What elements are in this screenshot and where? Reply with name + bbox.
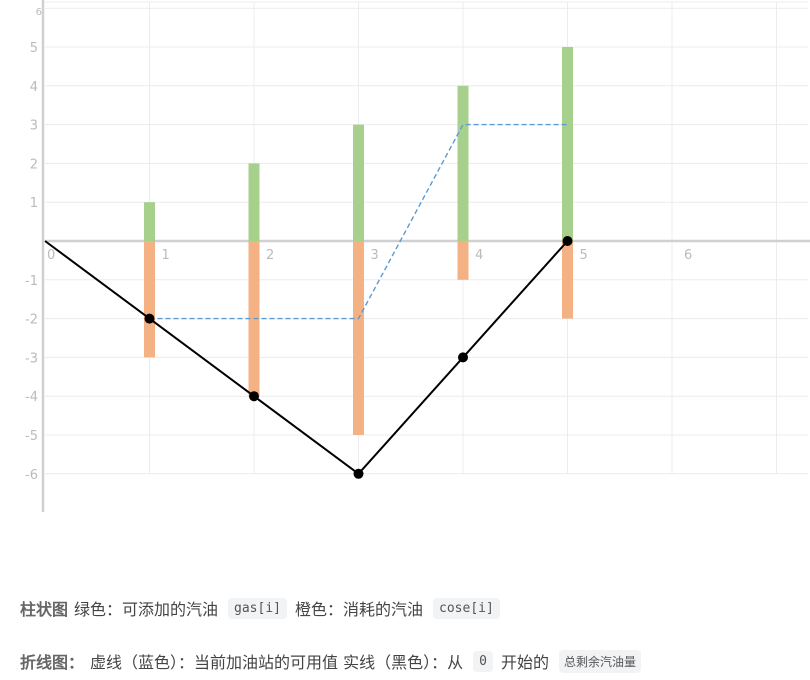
x-tick-label: 0 — [47, 248, 55, 263]
gas-bar — [144, 202, 155, 241]
cost-bar — [457, 241, 469, 280]
total-remaining-point — [353, 468, 364, 479]
dashed-description: 虚线（蓝色）：当前加油站的可用值 实线（黑色）：从 — [90, 653, 464, 672]
cost-bar — [144, 241, 155, 358]
total-remaining-line — [44, 240, 569, 476]
available-gas-line — [149, 123, 568, 320]
tick-labels: -6 -5 -4 -3 -2 -1 1 2 3 4 5 6 0 1 2 3 4 5 6 — [25, 7, 692, 483]
grid — [45, 1, 808, 475]
gas-code: gas[i] — [228, 597, 287, 619]
x-tick-label: 3 — [371, 248, 379, 263]
x-tick-label: 4 — [475, 248, 483, 263]
cost-bar — [353, 241, 364, 435]
start-description: 开始的 — [500, 653, 549, 672]
y-tick-label: 5 — [30, 41, 38, 56]
y-tick-label: 2 — [30, 157, 38, 172]
orange-description: 橙色：消耗的汽油 — [295, 600, 424, 619]
y-tick-label: -2 — [25, 313, 38, 328]
total-remaining-point — [249, 391, 259, 402]
y-tick-label: 3 — [30, 119, 38, 134]
y-tick-label: -6 — [25, 468, 38, 483]
green-description: 绿色：可添加的汽油 — [74, 600, 219, 619]
y-tick-label: 4 — [30, 80, 38, 95]
lines — [44, 123, 573, 479]
cost-code: cose[i] — [433, 597, 500, 619]
y-tick-label: -5 — [25, 429, 38, 444]
x-tick-label: 2 — [266, 248, 274, 263]
x-tick-label: 5 — [580, 248, 588, 263]
cost-bar — [562, 241, 573, 319]
bar-legend-title: 柱状图 — [20, 600, 69, 619]
gas-bar — [353, 124, 364, 241]
total-remaining-point — [458, 352, 468, 363]
total-remaining-point — [144, 313, 155, 324]
total-gas-code: 总剩余汽油量 — [558, 649, 641, 673]
y-tick-label: 1 — [30, 196, 38, 211]
y-tick-label: -3 — [25, 351, 38, 366]
gas-bar — [562, 47, 573, 241]
x-tick-label: 1 — [162, 248, 170, 263]
y-tick-label: -4 — [25, 390, 38, 405]
y-tick-label: -1 — [25, 274, 38, 289]
x-tick-label: 6 — [684, 248, 692, 263]
line-legend-title: 折线图： — [20, 653, 85, 672]
bar-legend: 柱状图 绿色：可添加的汽油 gas[i] 橙色：消耗的汽油 cose[i] — [20, 596, 508, 620]
total-remaining-point — [562, 236, 573, 246]
line-legend: 折线图： 虚线（蓝色）：当前加油站的可用值 实线（黑色）：从 0 开始的 总剩余… — [20, 649, 649, 673]
zero-code: 0 — [473, 650, 493, 672]
gas-bar — [457, 85, 469, 241]
gas-bar — [248, 163, 260, 241]
axes — [41, 0, 810, 512]
chart-canvas: -6 -5 -4 -3 -2 -1 1 2 3 4 5 6 0 1 2 3 4 5 6 — [25, 0, 810, 512]
y-tick-label: 6 — [36, 7, 42, 18]
